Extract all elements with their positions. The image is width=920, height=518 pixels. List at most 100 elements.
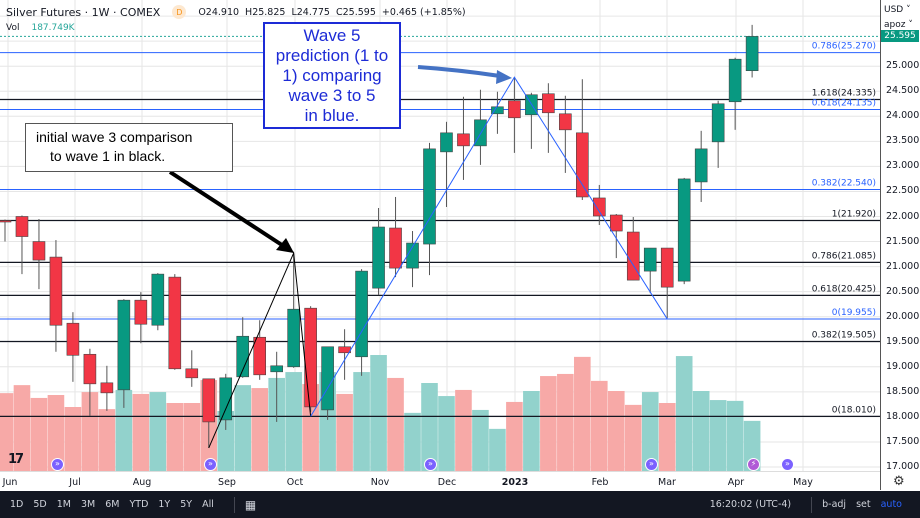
candle-body: [338, 346, 351, 354]
currency-dropdown[interactable]: USD ˅: [884, 5, 911, 15]
event-icon[interactable]: »: [781, 458, 794, 471]
delayed-badge: D: [172, 5, 187, 19]
settings-icon[interactable]: ⚙: [893, 474, 905, 489]
candle-body: [643, 247, 657, 272]
fib-level-label: 1(21.920): [832, 210, 876, 220]
candle-body: [728, 58, 742, 103]
clock-time[interactable]: 16:20:02 (UTC-4): [709, 499, 792, 510]
volume-bar: [64, 407, 82, 471]
candle-body: [457, 133, 470, 147]
open-value: O24.910: [198, 6, 240, 18]
auto-scale-toggle[interactable]: auto: [880, 499, 902, 510]
price-tick: 18.500: [886, 385, 920, 397]
lightning-icon[interactable]: ⚡: [747, 458, 760, 471]
price-chart[interactable]: 0.786(25.270) 1.618(24.335)0.618(24.135) 0…: [0, 0, 880, 471]
wave-line-black: [208, 251, 312, 449]
candle-body: [372, 226, 385, 289]
candle-body: [253, 336, 266, 376]
candle-body: [694, 148, 708, 183]
event-icon[interactable]: »: [424, 458, 437, 471]
time-tick: Nov: [370, 477, 390, 488]
volume-bar: [438, 396, 455, 471]
candle-body: [491, 106, 504, 115]
volume-bar: [591, 380, 608, 471]
candle-body: [423, 148, 436, 245]
fib-level-label: 0.618(24.135): [812, 99, 876, 109]
event-icon[interactable]: »: [204, 458, 217, 471]
range-all[interactable]: All: [202, 499, 214, 510]
price-tick: 19.000: [886, 360, 920, 372]
price-tick: 20.500: [886, 285, 920, 297]
event-icon[interactable]: »: [51, 458, 64, 471]
range-3m[interactable]: 3M: [80, 499, 96, 510]
volume-bar: [234, 385, 252, 471]
volume-bar: [336, 393, 353, 471]
candle-body: [711, 103, 725, 143]
price-tick: 19.500: [886, 335, 920, 347]
candle-body: [117, 299, 131, 391]
volume-bar: [675, 356, 693, 471]
volume-bar: [115, 389, 133, 471]
candle-body: [66, 322, 80, 356]
candle-body: [15, 216, 29, 237]
fib-level-label: 0.382(19.505): [812, 330, 876, 340]
candle-body: [151, 273, 165, 326]
tradingview-logo[interactable]: 17: [8, 452, 24, 467]
annotation-line: 1) comparing: [282, 66, 382, 85]
range-1m[interactable]: 1M: [56, 499, 71, 510]
volume-bar: [132, 393, 150, 471]
fib-level-label: 0.786(25.270): [812, 42, 876, 52]
candle-body: [168, 276, 182, 370]
volume-bar: [658, 403, 676, 471]
symbol-title[interactable]: Silver Futures · 1W · COMEX: [6, 5, 161, 19]
candle-body: [185, 368, 199, 379]
badj-toggle[interactable]: b-adj: [822, 499, 847, 510]
wave3-annotation[interactable]: initial wave 3 comparison to wave 1 in b…: [25, 123, 233, 172]
volume-bar: [217, 411, 235, 471]
legend-header: Silver Futures · 1W · COMEX D O24.910 H2…: [6, 5, 466, 19]
unit-dropdown[interactable]: apoz ˅: [884, 20, 913, 30]
range-5d[interactable]: 5D: [33, 499, 47, 510]
volume-bar: [726, 400, 744, 471]
price-axis[interactable]: 25.000 24.500 24.000 23.500 23.000 22.500 22.0…: [880, 0, 920, 490]
time-tick: Mar: [658, 477, 676, 488]
annotation-line: prediction (1 to: [275, 46, 389, 65]
volume-legend: Vol 187.749K: [6, 23, 75, 33]
candle-body: [592, 197, 606, 217]
candle-body: [287, 308, 300, 368]
wave5-annotation[interactable]: Wave 5 prediction (1 to 1) comparing wav…: [263, 22, 401, 129]
arrow-head-blue: [496, 70, 512, 84]
price-tick: 24.500: [886, 85, 920, 97]
price-tick: 25.000: [886, 60, 920, 72]
volume-bar: [506, 401, 523, 471]
volume-bar: [13, 385, 31, 471]
time-tick: Aug: [132, 477, 152, 488]
candle-body: [270, 365, 283, 373]
annotation-line: initial wave 3 comparison: [36, 129, 193, 145]
volume-bar: [455, 389, 472, 471]
candle-body: [0, 220, 12, 223]
price-tick: 21.500: [886, 235, 920, 247]
volume-bar: [353, 372, 370, 471]
volume-bar: [557, 373, 574, 471]
volume-value: 187.749K: [31, 23, 75, 33]
volume-bar: [607, 391, 625, 471]
range-ytd[interactable]: YTD: [129, 499, 149, 510]
range-1y[interactable]: 1Y: [158, 499, 171, 510]
calendar-icon[interactable]: ▦: [244, 497, 257, 512]
time-tick: May: [793, 477, 813, 488]
last-price-tag: 25.595: [881, 30, 919, 42]
event-icon[interactable]: »: [645, 458, 658, 471]
annotation-line: to wave 1 in black.: [50, 148, 166, 164]
candle-body: [389, 227, 402, 269]
time-axis[interactable]: Jun Jul Aug Sep Oct Nov Dec 2023 Feb Mar Apr May: [0, 471, 880, 491]
annotation-line: wave 3 to 5: [288, 86, 376, 105]
time-tick: Feb: [591, 477, 609, 488]
volume-bar: [489, 428, 506, 471]
time-tick: 2023: [501, 477, 529, 488]
range-1d[interactable]: 1D: [10, 499, 24, 510]
range-5y[interactable]: 5Y: [180, 499, 193, 510]
range-6m[interactable]: 6M: [105, 499, 120, 510]
settlement-toggle[interactable]: set: [856, 499, 871, 510]
volume-bar: [404, 412, 421, 471]
